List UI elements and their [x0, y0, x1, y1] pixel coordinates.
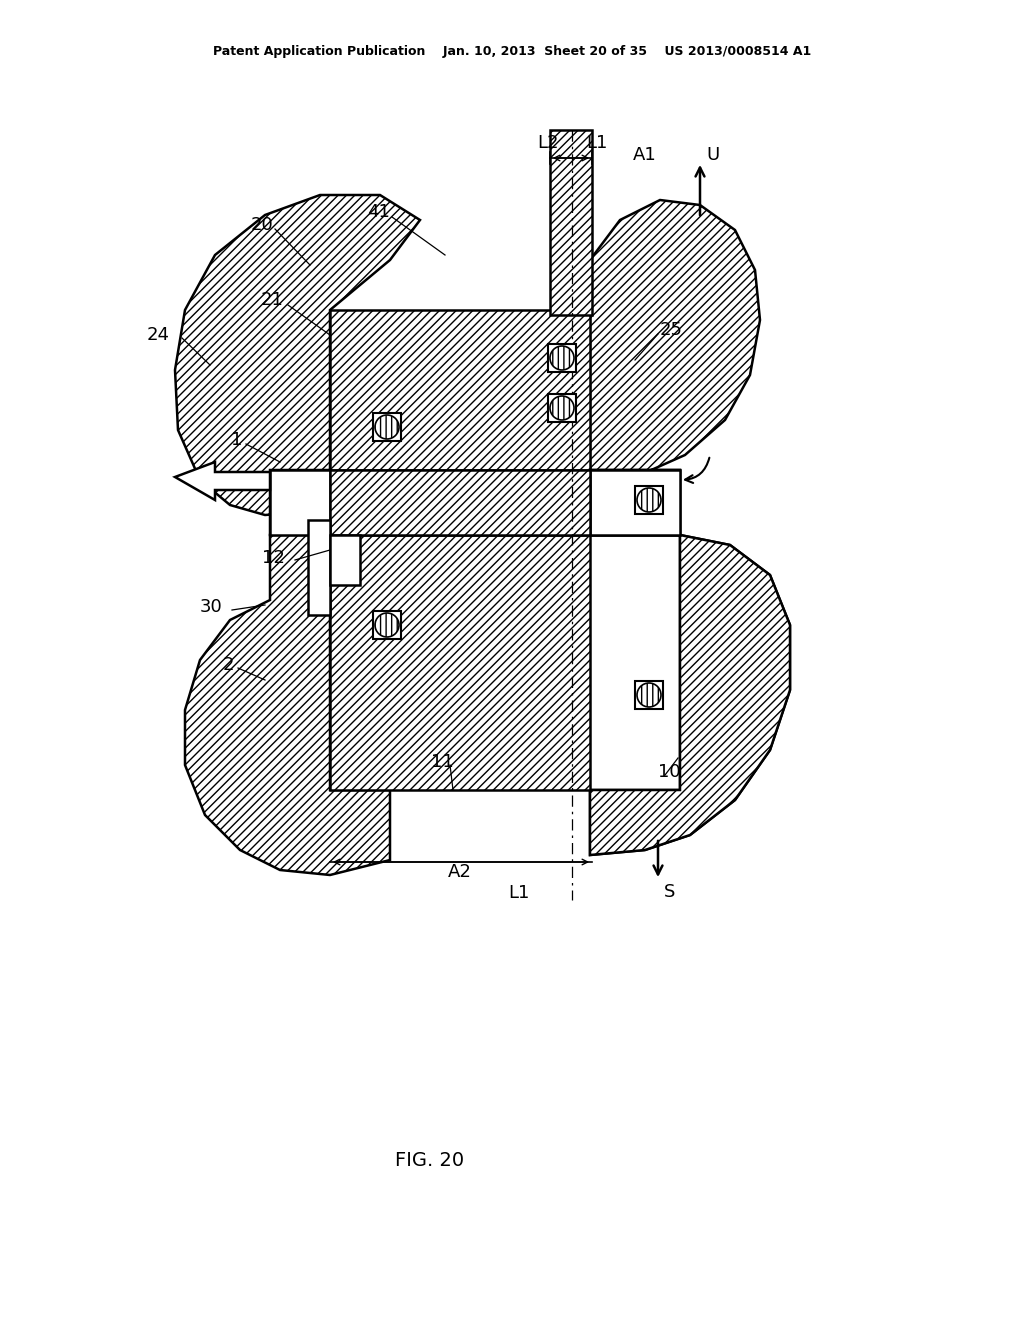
Text: L1: L1 [587, 135, 607, 152]
Bar [330, 535, 360, 585]
Text: 10: 10 [658, 763, 681, 781]
Circle shape [550, 396, 574, 420]
Polygon shape [175, 195, 420, 535]
Text: 25: 25 [660, 321, 683, 339]
Text: 2: 2 [222, 656, 233, 675]
Text: L2: L2 [538, 135, 559, 152]
Circle shape [637, 682, 662, 708]
Bar [373, 611, 401, 639]
Text: 21: 21 [260, 290, 284, 309]
Text: A2: A2 [449, 863, 472, 880]
Bar [330, 310, 590, 470]
Circle shape [375, 612, 399, 638]
Text: U: U [707, 147, 720, 164]
Text: FIG. 20: FIG. 20 [395, 1151, 465, 1170]
Text: S: S [665, 883, 676, 902]
Polygon shape [175, 462, 270, 500]
Bar [548, 393, 575, 422]
Circle shape [550, 346, 574, 370]
Text: L1: L1 [508, 884, 529, 902]
Text: 41: 41 [367, 203, 389, 220]
Circle shape [375, 414, 399, 440]
Bar [548, 345, 575, 372]
Bar [308, 520, 330, 615]
FancyArrowPatch shape [685, 458, 710, 483]
Polygon shape [185, 535, 390, 875]
Text: 20: 20 [251, 216, 273, 234]
Polygon shape [590, 201, 760, 535]
Bar [270, 470, 330, 535]
Text: 24: 24 [147, 326, 170, 345]
Polygon shape [590, 535, 790, 855]
Circle shape [637, 488, 662, 512]
Text: Patent Application Publication    Jan. 10, 2013  Sheet 20 of 35    US 2013/00085: Patent Application Publication Jan. 10, … [213, 45, 811, 58]
Bar [635, 486, 663, 513]
Text: 12: 12 [262, 549, 285, 568]
Text: A1: A1 [633, 147, 656, 164]
Bar [330, 535, 590, 789]
Bar [330, 470, 590, 535]
Bar [590, 470, 680, 535]
Bar [550, 129, 592, 315]
Text: 1: 1 [231, 432, 243, 449]
Text: 30: 30 [200, 598, 222, 616]
Polygon shape [590, 470, 790, 855]
Text: 11: 11 [431, 752, 454, 771]
Bar [373, 413, 401, 441]
Bar [635, 681, 663, 709]
